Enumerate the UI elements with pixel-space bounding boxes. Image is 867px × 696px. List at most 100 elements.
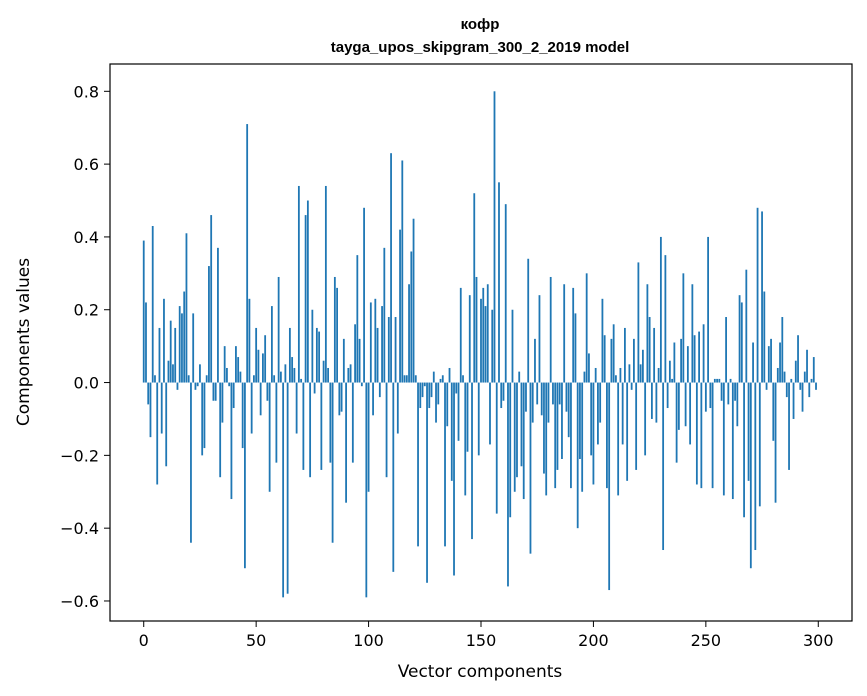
bar-106 <box>381 306 383 383</box>
bar-204 <box>601 298 604 383</box>
bar-190 <box>570 382 572 489</box>
bar-298 <box>812 357 815 383</box>
bar-23 <box>194 382 197 390</box>
bar-220 <box>637 262 640 383</box>
bar-182 <box>552 382 554 405</box>
bar-87 <box>338 382 341 416</box>
bar-12 <box>169 320 172 383</box>
x-tick-label: 0 <box>139 631 149 650</box>
bar-183 <box>554 382 557 489</box>
bar-99 <box>365 382 368 598</box>
bar-249 <box>702 324 705 383</box>
bar-41 <box>235 346 237 383</box>
bar-51 <box>257 349 260 383</box>
bar-66 <box>291 357 294 383</box>
bar-48 <box>250 382 253 434</box>
bar-245 <box>693 335 696 383</box>
bar-133 <box>441 375 444 383</box>
y-tick-label: 0.8 <box>74 82 99 101</box>
bar-244 <box>691 284 694 383</box>
bar-151 <box>482 287 485 383</box>
y-tick-label: 0.0 <box>74 374 99 393</box>
bar-280 <box>772 382 775 441</box>
bar-189 <box>567 382 570 438</box>
x-tick-label: 250 <box>691 631 722 650</box>
bar-97 <box>360 382 363 387</box>
bar-19 <box>185 233 188 383</box>
bar-36 <box>223 346 226 383</box>
bar-164 <box>511 309 514 383</box>
bar-181 <box>549 276 552 383</box>
bar-61 <box>279 371 282 383</box>
bar-57 <box>270 306 273 383</box>
bar-105 <box>378 382 381 398</box>
bar-124 <box>421 382 424 398</box>
bar-195 <box>581 382 584 492</box>
bar-214 <box>624 327 626 383</box>
bar-50 <box>255 327 258 383</box>
bar-119 <box>410 251 413 383</box>
bar-219 <box>635 382 638 470</box>
bar-125 <box>423 382 426 387</box>
bar-222 <box>641 349 644 383</box>
bar-32 <box>214 382 217 401</box>
bar-81 <box>324 185 327 383</box>
bar-296 <box>808 382 811 398</box>
bar-94 <box>354 324 356 383</box>
bar-21 <box>190 382 192 543</box>
bar-192 <box>574 313 577 383</box>
bar-59 <box>275 382 278 463</box>
bar-153 <box>486 284 489 383</box>
bar-71 <box>302 382 305 470</box>
bar-293 <box>801 382 804 412</box>
bar-18 <box>183 291 186 383</box>
bar-284 <box>781 317 784 383</box>
bar-233 <box>666 382 669 409</box>
bar-269 <box>747 382 750 481</box>
x-tick-label: 200 <box>578 631 609 650</box>
bar-206 <box>606 382 608 489</box>
bar-86 <box>336 287 338 383</box>
bar-111 <box>392 382 395 572</box>
bar-64 <box>286 382 289 594</box>
bar-104 <box>376 327 379 383</box>
bar-9 <box>163 298 165 383</box>
bar-172 <box>529 382 532 554</box>
bar-131 <box>437 382 440 405</box>
bar-88 <box>340 382 343 412</box>
bar-250 <box>704 382 707 412</box>
bar-135 <box>446 382 449 427</box>
bar-63 <box>284 364 287 383</box>
bar-144 <box>466 382 469 452</box>
bar-137 <box>450 382 453 481</box>
bar-171 <box>527 258 530 383</box>
bar-5 <box>154 375 156 383</box>
bar-176 <box>538 295 541 383</box>
bar-210 <box>615 375 617 383</box>
bar-110 <box>390 153 392 383</box>
bar-33 <box>217 247 219 383</box>
bar-4 <box>151 226 154 383</box>
x-tick-label: 150 <box>466 631 497 650</box>
bar-184 <box>556 382 559 470</box>
bar-140 <box>457 382 460 441</box>
bar-37 <box>226 367 228 383</box>
bar-265 <box>738 295 741 383</box>
y-tick-label: 0.6 <box>74 155 99 174</box>
y-tick-label: −0.2 <box>60 446 99 465</box>
bar-154 <box>489 382 491 445</box>
y-axis-ticks: −0.6 −0.4 −0.2 0.0 0.2 0.4 0.6 0.8 <box>60 82 110 611</box>
bar-132 <box>439 378 442 383</box>
bar-271 <box>752 342 754 383</box>
bar-2 <box>147 382 150 405</box>
bar-53 <box>262 353 264 383</box>
bar-31 <box>212 382 215 401</box>
bar-160 <box>502 382 505 401</box>
bar-157 <box>495 382 498 514</box>
chart-subtitle: tayga_upos_skipgram_300_2_2019 model <box>331 39 630 56</box>
bar-235 <box>671 378 674 383</box>
bar-95 <box>356 255 359 383</box>
bar-114 <box>399 229 401 383</box>
bar-191 <box>572 287 575 383</box>
bar-128 <box>430 382 433 398</box>
